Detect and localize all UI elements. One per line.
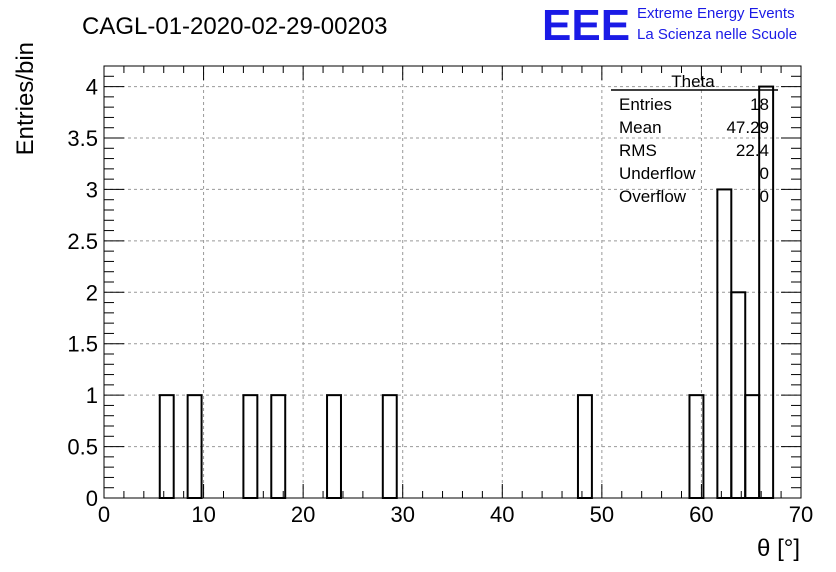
stats-value: 18 xyxy=(750,95,769,114)
stats-title: Theta xyxy=(671,72,715,91)
stats-label: RMS xyxy=(619,141,657,160)
y-tick-labels: 0 0.5 1 1.5 2 2.5 3 3.5 4 xyxy=(67,75,98,511)
x-tick-label: 10 xyxy=(191,502,215,527)
chart-title: CAGL-01-2020-02-29-00203 xyxy=(82,13,388,40)
x-tick-label: 30 xyxy=(390,502,414,527)
y-tick-label: 0 xyxy=(86,486,98,511)
y-axis-label: Entries/bin xyxy=(12,42,39,155)
axis-ticks xyxy=(103,65,802,499)
grid-lines xyxy=(104,66,801,498)
y-tick-label: 0.5 xyxy=(67,435,98,460)
y-tick-label: 1.5 xyxy=(67,332,98,357)
x-tick-label: 60 xyxy=(689,502,713,527)
y-tick-label: 3.5 xyxy=(67,126,98,151)
x-axis-label: θ [°] xyxy=(757,535,800,562)
stats-label: Underflow xyxy=(619,164,696,183)
y-tick-label: 4 xyxy=(86,75,98,100)
logo-line1: Extreme Energy Events xyxy=(637,5,795,22)
stats-value: 47.29 xyxy=(726,118,769,137)
stats-label: Entries xyxy=(619,95,672,114)
histogram-bar xyxy=(730,291,747,499)
x-tick-label: 40 xyxy=(490,502,514,527)
eee-logo: EEE xyxy=(542,1,630,50)
x-tick-label: 50 xyxy=(590,502,614,527)
stats-box: Theta Entries 18 Mean 47.29 RMS 22.4 Underflow… xyxy=(611,72,778,206)
x-tick-label: 70 xyxy=(789,502,813,527)
stats-rows: Entries 18 Mean 47.29 RMS 22.4 Underflow 0 Overf… xyxy=(619,95,769,206)
stats-value: 0 xyxy=(760,187,769,206)
y-tick-label: 1 xyxy=(86,383,98,408)
x-tick-labels: 0 10 20 30 40 50 60 70 xyxy=(98,502,813,527)
x-tick-label: 20 xyxy=(291,502,315,527)
stats-label: Overflow xyxy=(619,187,687,206)
y-tick-label: 2.5 xyxy=(67,229,98,254)
stats-value: 0 xyxy=(760,164,769,183)
logo-line2: La Scienza nelle Scuole xyxy=(637,26,797,43)
stats-value: 22.4 xyxy=(736,141,769,160)
y-tick-label: 3 xyxy=(86,177,98,202)
y-tick-label: 2 xyxy=(86,280,98,305)
stats-label: Mean xyxy=(619,118,662,137)
x-tick-label: 0 xyxy=(98,502,110,527)
plot-frame xyxy=(103,65,802,499)
